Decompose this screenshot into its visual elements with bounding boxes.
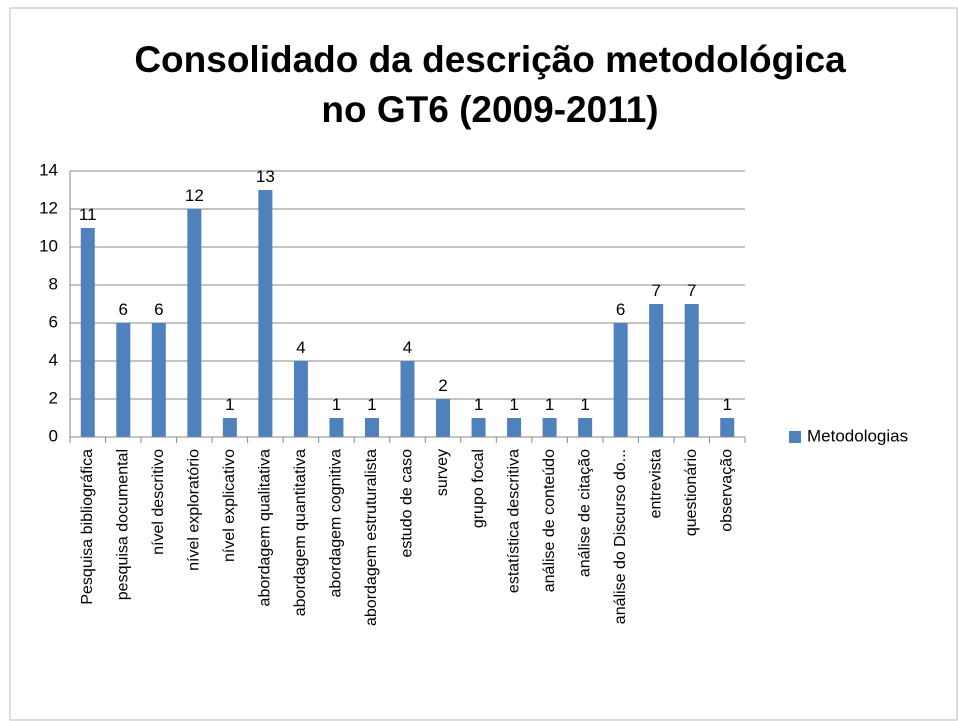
- data-label: 1: [332, 395, 341, 414]
- data-label: 1: [723, 395, 732, 414]
- y-tick-label: 10: [39, 236, 58, 255]
- x-tick-label: análise de citação: [576, 449, 593, 577]
- y-tick-label: 2: [49, 388, 58, 407]
- chart-frame: [9, 7, 958, 721]
- data-label: 4: [403, 338, 412, 357]
- data-label: 1: [545, 395, 554, 414]
- data-label: 1: [509, 395, 518, 414]
- x-tick-label: nível explicativo: [221, 449, 238, 562]
- data-label: 13: [256, 167, 275, 186]
- bar: [364, 418, 379, 437]
- bar: [507, 418, 522, 437]
- bar: [400, 361, 415, 437]
- bar: [471, 418, 486, 437]
- x-tick-label: análise de conteúdo: [541, 449, 558, 592]
- x-tick-label: nível descritivo: [150, 449, 167, 555]
- bar: [436, 399, 451, 437]
- bar: [187, 209, 202, 437]
- data-label: 1: [225, 395, 234, 414]
- bar: [116, 323, 131, 437]
- y-tick-label: 14: [39, 160, 58, 179]
- bar: [222, 418, 237, 437]
- legend-label: Metodologias: [807, 426, 908, 445]
- x-tick-label: abordagem estruturalista: [363, 449, 380, 626]
- y-tick-label: 6: [49, 312, 58, 331]
- x-tick-label: estudo de caso: [399, 449, 416, 558]
- data-label: 12: [185, 186, 204, 205]
- bar: [684, 304, 699, 437]
- bar: [329, 418, 344, 437]
- x-tick-label: grupo focal: [470, 449, 487, 528]
- data-label: 6: [154, 300, 163, 319]
- y-tick-label: 8: [49, 274, 58, 293]
- bar: [80, 228, 95, 437]
- bar: [151, 323, 166, 437]
- chart-title: no GT6 (2009-2011): [321, 89, 658, 130]
- bar: [258, 190, 273, 437]
- data-label: 6: [616, 300, 625, 319]
- chart-title: Consolidado da descrição metodológica: [134, 39, 846, 80]
- data-label: 7: [687, 281, 696, 300]
- data-label: 4: [296, 338, 305, 357]
- data-label: 7: [651, 281, 660, 300]
- bar: [578, 418, 593, 437]
- x-tick-label: nível exploratório: [186, 449, 203, 571]
- x-tick-label: abordagem cognitiva: [328, 449, 345, 598]
- bar: [542, 418, 557, 437]
- data-label: 1: [580, 395, 589, 414]
- y-tick-label: 0: [49, 426, 58, 445]
- data-label: 11: [79, 205, 97, 224]
- x-tick-label: análise do Discurso do...: [612, 449, 629, 624]
- bar: [649, 304, 664, 437]
- x-tick-label: Pesquisa bibliográfica: [79, 449, 96, 605]
- bar: [720, 418, 735, 437]
- x-tick-label: estatística descritiva: [505, 449, 522, 593]
- x-tick-label: pesquisa documental: [115, 449, 132, 600]
- x-tick-label: observação: [718, 449, 735, 532]
- x-tick-label: abordagem quantitativa: [292, 449, 309, 616]
- x-tick-label: survey: [434, 449, 451, 496]
- x-tick-label: abordagem qualitativa: [257, 449, 274, 607]
- data-label: 1: [474, 395, 483, 414]
- y-tick-label: 4: [49, 350, 58, 369]
- data-label: 6: [119, 300, 128, 319]
- bar: [613, 323, 628, 437]
- x-tick-label: entrevista: [647, 449, 664, 518]
- data-label: 1: [367, 395, 376, 414]
- y-tick-label: 12: [39, 198, 58, 217]
- data-label: 2: [438, 376, 447, 395]
- bar: [293, 361, 308, 437]
- x-tick-label: questionário: [683, 449, 700, 536]
- legend-swatch: [789, 431, 801, 443]
